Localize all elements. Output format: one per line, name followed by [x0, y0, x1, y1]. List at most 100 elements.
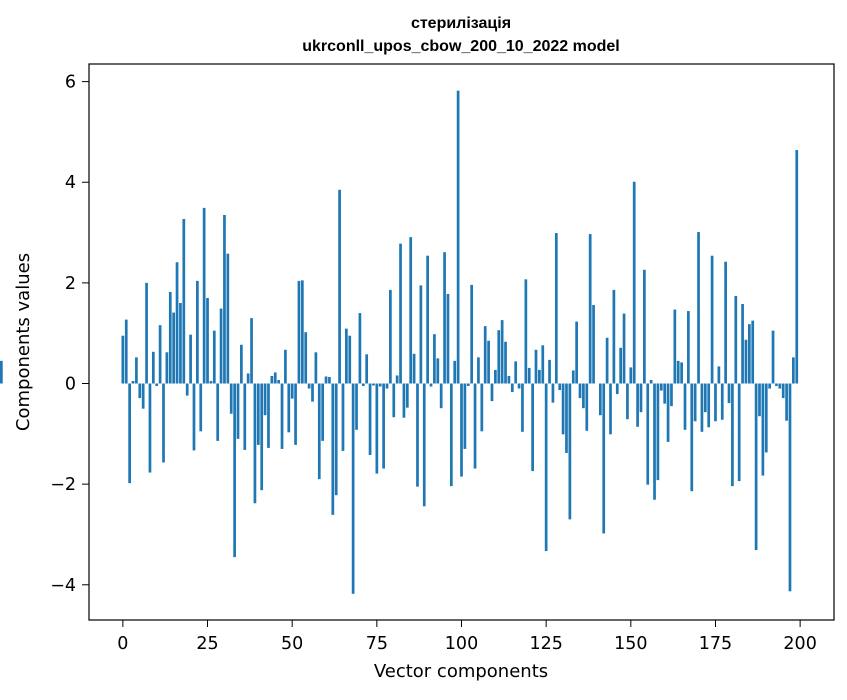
bar-79 [389, 290, 392, 384]
bar-5 [138, 384, 141, 399]
y-tick-label: 6 [65, 73, 76, 93]
x-tick-label: 100 [445, 634, 478, 654]
y-tick-label: 4 [65, 173, 76, 193]
bar-35 [240, 345, 243, 384]
bar-135 [579, 384, 582, 399]
bar-163 [673, 310, 676, 384]
bar-61 [328, 377, 331, 384]
bar-119 [524, 279, 527, 383]
bar-38 [250, 318, 253, 383]
bar-27 [213, 331, 216, 384]
bar-127 [552, 384, 555, 403]
bar-171 [701, 384, 704, 432]
bar-197 [789, 384, 792, 592]
bar-114 [508, 376, 511, 384]
bar-49 [287, 384, 290, 433]
bar-126 [548, 360, 551, 384]
bar-77 [382, 384, 385, 469]
bar-51 [294, 384, 297, 445]
x-tick-label: 25 [196, 634, 218, 654]
bar-196 [785, 384, 788, 421]
bar-123 [538, 370, 541, 384]
bar-12 [162, 384, 165, 463]
bar-80 [392, 384, 395, 418]
bar-142 [602, 384, 605, 534]
bar-31 [226, 254, 229, 384]
bar-82 [399, 244, 402, 384]
bar-19 [186, 384, 189, 396]
bar-99 [457, 91, 460, 384]
bar-113 [504, 342, 507, 384]
bar-187 [755, 384, 758, 551]
bar-152 [636, 384, 639, 427]
bar-71 [362, 384, 365, 387]
bar-8 [149, 384, 152, 473]
bar-37 [247, 373, 250, 383]
bar-105 [477, 357, 480, 383]
bar-182 [738, 384, 741, 482]
bar-97 [450, 384, 453, 487]
bar-131 [565, 384, 568, 453]
bar-162 [670, 384, 673, 407]
bar-39 [254, 384, 257, 504]
bar-52 [298, 281, 301, 384]
bar-103 [470, 285, 473, 384]
bar-98 [453, 361, 456, 384]
bar-undefined [0, 361, 3, 384]
bar-175 [714, 384, 717, 422]
bar-133 [572, 370, 575, 383]
bar-134 [575, 322, 578, 384]
bar-11 [159, 325, 162, 383]
bar-104 [474, 384, 477, 469]
bar-22 [196, 281, 199, 384]
bar-111 [497, 330, 500, 383]
bar-9 [152, 352, 155, 384]
bar-160 [663, 384, 666, 404]
x-axis-label: Vector components [374, 661, 548, 682]
bar-183 [741, 304, 744, 384]
bar-66 [345, 329, 348, 384]
bar-50 [291, 384, 294, 399]
bar-177 [721, 384, 724, 420]
y-tick-label: −2 [50, 475, 76, 495]
bar-29 [220, 309, 223, 384]
bar-153 [640, 384, 643, 413]
bar-3 [132, 381, 135, 384]
bar-84 [406, 384, 409, 408]
bar-157 [653, 384, 656, 500]
bar-172 [704, 384, 707, 413]
bar-17 [179, 303, 182, 384]
bar-139 [592, 305, 595, 383]
y-tick-label: 0 [65, 375, 76, 395]
bar-145 [613, 290, 616, 384]
bar-128 [555, 233, 558, 383]
bar-21 [193, 384, 196, 451]
bar-26 [210, 381, 213, 384]
bar-167 [687, 311, 690, 383]
bar-132 [569, 384, 572, 520]
bar-85 [409, 237, 412, 383]
bar-57 [315, 352, 318, 383]
bar-69 [355, 384, 358, 430]
bar-186 [751, 321, 754, 384]
bar-86 [413, 354, 416, 384]
bar-7 [145, 283, 148, 384]
bar-10 [155, 384, 158, 387]
x-tick-label: 0 [117, 634, 128, 654]
bar-137 [585, 384, 588, 431]
bar-155 [646, 384, 649, 485]
bar-106 [480, 384, 483, 432]
bar-199 [795, 150, 798, 383]
bar-107 [484, 326, 487, 383]
bar-25 [206, 298, 209, 384]
bar-118 [521, 384, 524, 432]
bar-100 [460, 384, 463, 477]
y-tick-label: −4 [50, 576, 76, 596]
bar-101 [464, 384, 467, 449]
bar-161 [667, 384, 670, 442]
bar-47 [281, 384, 284, 449]
bar-146 [616, 384, 619, 395]
bar-125 [545, 384, 548, 552]
bar-23 [199, 384, 202, 432]
